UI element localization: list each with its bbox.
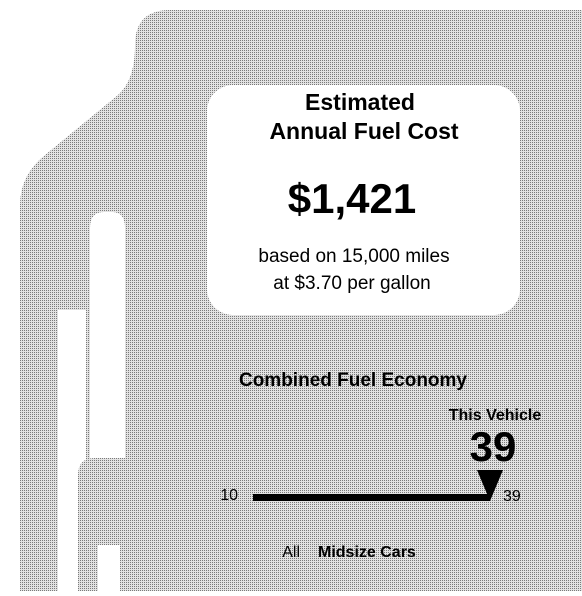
class-name: Midsize Cars (318, 544, 416, 561)
class-prefix: All (282, 544, 300, 561)
cost-title: Estimated (305, 89, 415, 115)
cost-title: Annual Fuel Cost (269, 118, 458, 144)
page: {"cost_box": {"title_lines": ["Estimated… (0, 0, 582, 591)
cost-basis: at $3.70 per gallon (273, 273, 430, 294)
background-cutout (90, 212, 125, 460)
scale-min: 10 (220, 487, 238, 504)
scale-max: 39 (503, 488, 521, 505)
scale-bar (253, 494, 490, 501)
economy-title: Combined Fuel Economy (239, 370, 467, 391)
vehicle-label: This Vehicle (449, 407, 542, 424)
vehicle-value: 39 (470, 423, 517, 470)
fuel-label: Estimated Annual Fuel Cost $1,421 based … (0, 0, 582, 591)
cost-amount: $1,421 (288, 175, 416, 222)
background-cutout (98, 545, 120, 591)
cost-basis: based on 15,000 miles (258, 246, 449, 267)
